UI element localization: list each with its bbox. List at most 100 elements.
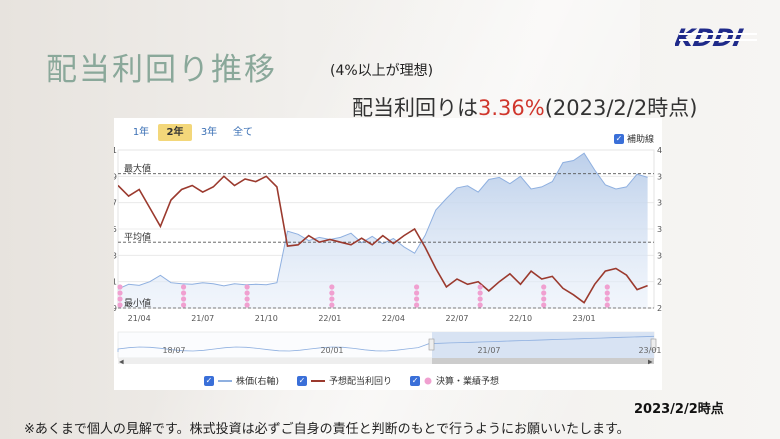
disclaimer: ※あくまで個人の見解です。株式投資は必ずご自身の責任と判断のもとで行うようにお願… bbox=[24, 422, 630, 437]
period-tabs: 1年 2年 3年 全て bbox=[124, 124, 260, 141]
event-dot bbox=[117, 296, 123, 302]
navigator-selection bbox=[432, 332, 654, 358]
checkbox-icon: ✓ bbox=[410, 375, 421, 386]
logo-stripe bbox=[679, 33, 757, 35]
line-swatch-icon bbox=[311, 379, 326, 382]
yleft-tick-label: 3.1 bbox=[114, 278, 117, 287]
navigator-handle-right bbox=[650, 338, 657, 351]
event-dot bbox=[329, 296, 335, 302]
event-dot bbox=[180, 302, 187, 308]
yield-date: (2023/2/2時点) bbox=[544, 96, 698, 120]
event-markers bbox=[117, 284, 610, 308]
reference-lines: 最大値 平均値 最小値 bbox=[118, 163, 654, 309]
checkbox-icon: ✓ bbox=[613, 133, 624, 144]
event-dot bbox=[541, 296, 547, 302]
navigator-line bbox=[117, 335, 655, 352]
event-dot bbox=[414, 290, 420, 296]
event-dot bbox=[244, 302, 250, 308]
event-dot bbox=[117, 302, 123, 308]
price-area bbox=[118, 153, 648, 308]
yleft-tick-label: 4.1 bbox=[114, 146, 117, 155]
event-dot bbox=[180, 290, 187, 296]
range-navigator[interactable]: 18/07 20/01 21/07 23/01 ◀ ▶ bbox=[117, 331, 662, 366]
kddi-logo: KDDI bbox=[675, 23, 757, 52]
navigator-handle-left bbox=[428, 338, 435, 351]
yright-tick-label: 3,880 bbox=[657, 172, 662, 181]
event-dot bbox=[477, 302, 483, 308]
checkbox-icon: ✓ bbox=[204, 375, 214, 386]
yright-tick-label: 2,630 bbox=[657, 304, 662, 313]
event-dot bbox=[329, 302, 335, 308]
event-dot bbox=[180, 284, 187, 290]
scroll-right-icon: ▶ bbox=[648, 359, 653, 366]
tab-1y[interactable]: 1年 bbox=[132, 127, 150, 138]
yield-headline: 配当利回りは3.36%(2023/2/2時点) bbox=[352, 92, 697, 122]
yright-tick-label: 2,880 bbox=[657, 278, 662, 287]
event-dot bbox=[244, 284, 250, 290]
navigator-tick-label: 18/07 bbox=[162, 346, 185, 355]
event-dot bbox=[604, 296, 610, 302]
yleft-tick-label: 3.9 bbox=[114, 172, 117, 181]
yield-series-line bbox=[118, 175, 648, 304]
aux-line-toggle[interactable]: ✓ 補助線 bbox=[613, 132, 654, 145]
dot-swatch-icon bbox=[424, 377, 432, 384]
event-dot bbox=[244, 290, 250, 296]
event-dot bbox=[477, 296, 483, 302]
yleft-tick-label: 3.7 bbox=[114, 199, 117, 208]
page-subtitle: (4%以上が理想) bbox=[330, 63, 434, 79]
event-dot bbox=[117, 284, 123, 290]
x-tick-label: 21/07 bbox=[191, 314, 214, 323]
axis-ticks: 2.9 3.1 3.3 3.5 3.7 3.9 4.1 2,630 2,880 3,130 3,38… bbox=[114, 146, 662, 323]
x-tick-label: 22/01 bbox=[318, 314, 341, 323]
date-note: 2023/2/2時点 bbox=[634, 402, 724, 417]
checkbox-icon: ✓ bbox=[297, 375, 308, 386]
avg-label: 平均値 bbox=[124, 231, 151, 243]
logo-text: KDDI bbox=[675, 23, 746, 52]
navigator-tick-label: 23/01 bbox=[638, 346, 661, 355]
scroll-left-icon: ◀ bbox=[119, 359, 124, 366]
event-dot bbox=[180, 296, 187, 302]
tab-2y[interactable]: 2年 bbox=[158, 124, 192, 141]
legend-yield-label: 予想配当利回り bbox=[329, 377, 393, 387]
legend-events[interactable]: ✓ 決算・業績予想 bbox=[410, 374, 499, 387]
yield-value: 3.36% bbox=[478, 96, 545, 120]
event-dot bbox=[117, 290, 123, 296]
price-series-line bbox=[118, 152, 648, 290]
aux-line-label: 補助線 bbox=[626, 135, 654, 145]
event-dot bbox=[604, 302, 610, 308]
legend-events-label: 決算・業績予想 bbox=[436, 377, 500, 387]
event-dot bbox=[604, 284, 610, 290]
event-dot bbox=[414, 302, 420, 308]
yield-chart: 最大値 平均値 最小値 2.9 3.1 3.3 3.5 3.7 3.9 4.1 2,630 2,… bbox=[114, 146, 662, 366]
event-dot bbox=[329, 284, 335, 290]
yright-tick-label: 3,380 bbox=[657, 225, 662, 234]
yield-label: 配当利回りは bbox=[352, 96, 478, 120]
event-dot bbox=[541, 302, 547, 308]
yleft-tick-label: 3.5 bbox=[114, 225, 117, 234]
x-tick-label: 21/04 bbox=[128, 314, 151, 323]
x-tick-label: 22/04 bbox=[382, 314, 405, 323]
page-title: 配当利回り推移 bbox=[46, 52, 277, 88]
navigator-scrollbar-thumb bbox=[432, 358, 654, 364]
legend-price[interactable]: ✓ 株価(右軸) bbox=[204, 374, 279, 387]
event-dot bbox=[329, 290, 335, 296]
event-dot bbox=[604, 290, 610, 296]
event-dot bbox=[244, 296, 250, 302]
line-swatch-icon bbox=[218, 379, 232, 382]
event-dot bbox=[541, 284, 547, 290]
yright-tick-label: 3,630 bbox=[657, 199, 662, 208]
legend-price-label: 株価(右軸) bbox=[236, 377, 280, 387]
yleft-tick-label: 2.9 bbox=[114, 304, 117, 313]
tab-all[interactable]: 全て bbox=[233, 127, 253, 138]
x-tick-label: 23/01 bbox=[573, 314, 596, 323]
max-label: 最大値 bbox=[124, 163, 151, 175]
tab-3y[interactable]: 3年 bbox=[200, 127, 218, 138]
min-label: 最小値 bbox=[124, 297, 151, 309]
yleft-tick-label: 3.3 bbox=[114, 251, 117, 260]
event-dot bbox=[414, 284, 420, 290]
event-dot bbox=[477, 284, 483, 290]
legend-yield[interactable]: ✓ 予想配当利回り bbox=[297, 374, 392, 387]
x-tick-label: 21/10 bbox=[255, 314, 278, 323]
x-tick-label: 22/10 bbox=[509, 314, 532, 323]
